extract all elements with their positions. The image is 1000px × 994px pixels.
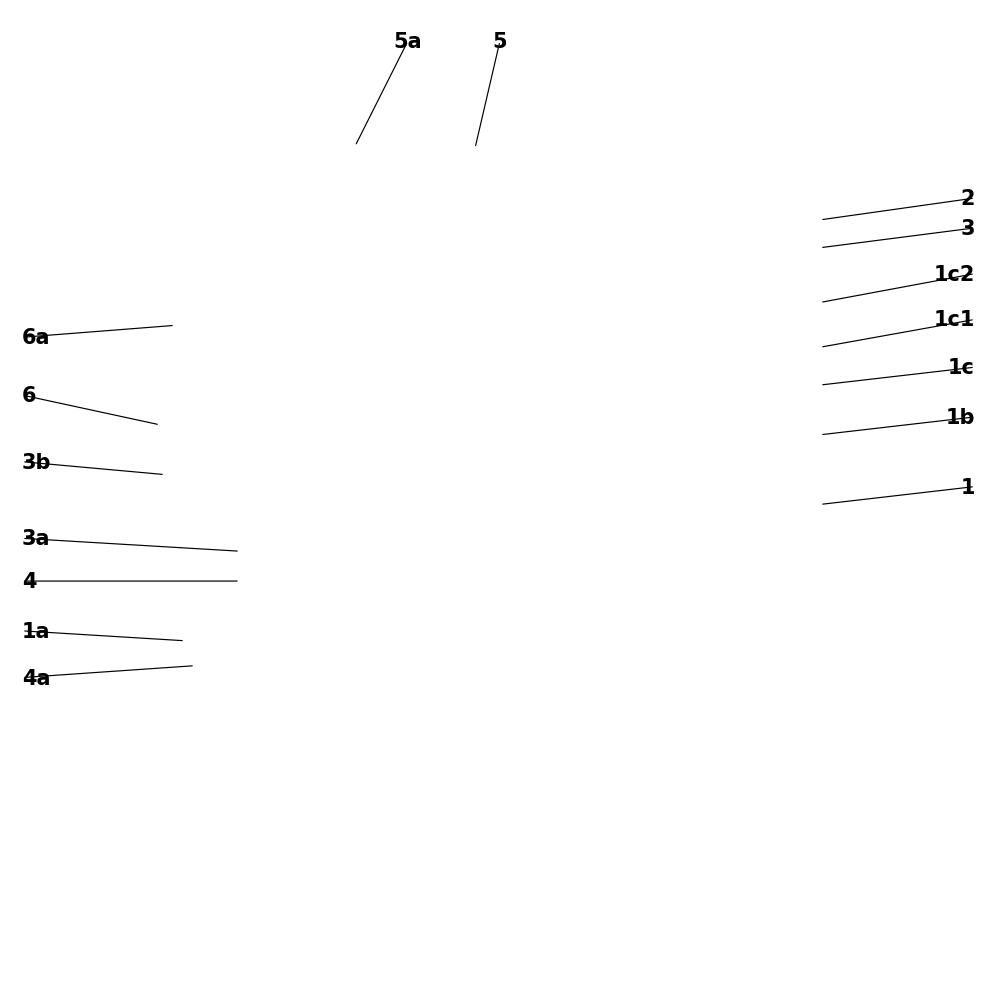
Text: 2: 2	[960, 189, 975, 209]
Text: 1c2: 1c2	[934, 264, 975, 284]
Text: 1c1: 1c1	[934, 310, 975, 330]
Text: 1b: 1b	[946, 408, 975, 427]
Text: 1a: 1a	[22, 621, 50, 641]
Text: 4a: 4a	[22, 668, 50, 688]
Text: 3a: 3a	[22, 529, 50, 549]
Text: 6a: 6a	[22, 328, 50, 348]
Text: 1c: 1c	[948, 358, 975, 378]
Text: 1: 1	[960, 477, 975, 497]
Text: 5a: 5a	[394, 32, 422, 52]
Text: 3: 3	[960, 219, 975, 239]
Text: 4: 4	[22, 572, 36, 591]
Text: 3b: 3b	[22, 452, 52, 472]
Text: 5: 5	[493, 32, 507, 52]
Text: 6: 6	[22, 386, 36, 406]
